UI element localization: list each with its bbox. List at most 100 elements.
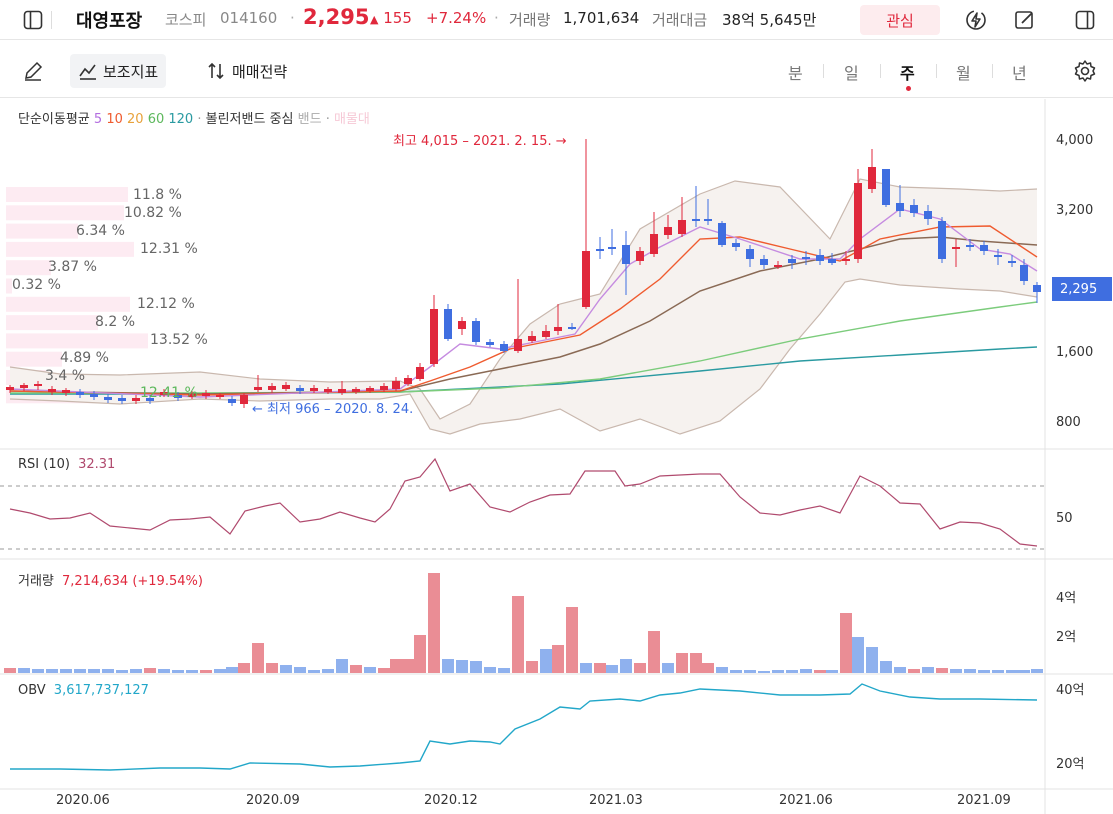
volume-label[interactable]: 거래량	[18, 574, 54, 589]
drawing-tool-button[interactable]	[22, 54, 44, 88]
price-axis-label: 800	[1056, 415, 1081, 430]
volume-profile-label: 12.12 %	[137, 296, 195, 312]
current-price-tag: 2,295	[1052, 277, 1112, 301]
edit-note-icon[interactable]	[1012, 7, 1038, 33]
volume-bar-up	[648, 631, 660, 673]
up-candle	[20, 385, 28, 388]
down-candle	[104, 397, 112, 400]
period-month[interactable]: 월	[956, 64, 971, 83]
settings-gear-icon[interactable]	[1072, 58, 1098, 84]
volume-axis-label: 2억	[1056, 630, 1077, 645]
separator-dot: ·	[494, 9, 499, 27]
volume-bar-up	[566, 607, 578, 673]
volume-profile-label: 12.41 %	[140, 385, 198, 401]
obv-label[interactable]: OBV	[18, 683, 46, 698]
volume-bar-down	[800, 669, 812, 673]
volume-bar-up	[144, 668, 156, 673]
rsi-label[interactable]: RSI (10)	[18, 457, 70, 472]
up-candle	[458, 321, 466, 329]
period-day[interactable]: 일	[844, 64, 859, 83]
period-week[interactable]: 주	[900, 64, 915, 83]
volume-bar-down	[88, 669, 100, 673]
volume-bar-up	[4, 668, 16, 673]
divider	[823, 64, 824, 78]
stock-name[interactable]: 대영포장	[76, 11, 143, 32]
up-candle	[216, 395, 224, 397]
obv-axis-label: 40억	[1056, 683, 1085, 698]
ma5-line	[9, 208, 1038, 398]
volume-bar-up	[350, 665, 362, 673]
volume-bar-down	[18, 668, 30, 673]
market-name: 코스피	[165, 11, 207, 29]
down-candle	[596, 249, 604, 251]
volume-bar-down	[978, 670, 990, 673]
volume-bar-down	[226, 667, 238, 673]
volume-profile-legend[interactable]: 매물대	[333, 112, 370, 127]
up-candle	[240, 395, 248, 404]
volume-bar-down	[716, 667, 728, 673]
volume-bar-up	[526, 661, 538, 673]
up-candle	[854, 183, 862, 259]
volume-bar-down	[74, 669, 86, 673]
sidebar-toggle-icon[interactable]	[20, 7, 46, 33]
volume-bar-up	[676, 653, 688, 673]
period-year[interactable]: 년	[1012, 64, 1027, 83]
up-candle	[542, 331, 550, 337]
volume-bar-down	[730, 670, 742, 673]
stock-chart[interactable]	[0, 99, 1113, 814]
strategy-button[interactable]: 매매전략	[206, 54, 287, 88]
volume-bar-down	[364, 667, 376, 673]
up-candle	[34, 384, 42, 386]
down-candle	[828, 259, 836, 263]
up-candle	[160, 392, 168, 395]
up-candle	[132, 398, 140, 401]
panel-toggle-icon[interactable]	[1072, 7, 1098, 33]
up-candle	[6, 387, 14, 390]
down-candle	[994, 255, 1002, 257]
volume-bar-down	[964, 669, 976, 673]
down-candle	[1020, 265, 1028, 281]
volume-profile-bar	[6, 278, 12, 294]
volume-bar-down	[1031, 669, 1043, 673]
divider	[48, 7, 54, 33]
watchlist-button[interactable]: 관심	[860, 5, 940, 35]
change-amount: 155	[383, 9, 412, 27]
indicators-button[interactable]: 보조지표	[70, 54, 167, 88]
bb-legend-label[interactable]: 볼린저밴드	[205, 112, 266, 127]
down-candle	[732, 243, 740, 247]
volume-bar-down	[46, 669, 58, 673]
up-candle	[352, 389, 360, 392]
volume-profile-label: 4.89 %	[60, 350, 109, 366]
down-candle	[146, 398, 154, 401]
down-candle	[472, 321, 480, 342]
low-annotation: ← 최저 966 – 2020. 8. 24.	[252, 398, 413, 417]
volume-bar-down	[880, 661, 892, 673]
volume-bar-down	[158, 669, 170, 673]
down-candle	[228, 399, 236, 403]
up-candle	[842, 259, 850, 261]
volume-bar-down	[498, 668, 510, 673]
down-candle	[90, 394, 98, 397]
volume-bar-down	[580, 663, 592, 673]
change-value: ▲ 155	[370, 9, 412, 27]
volume-bar-down	[484, 667, 496, 673]
down-candle	[1008, 261, 1016, 263]
volume-bar-down	[214, 669, 226, 673]
up-candle	[254, 387, 262, 390]
down-candle	[802, 257, 810, 259]
bollinger-upper-line	[9, 178, 1038, 420]
up-candle	[310, 388, 318, 391]
down-candle	[938, 221, 946, 259]
ma-legend-label[interactable]: 단순이동평균	[18, 112, 90, 127]
change-percent: +7.24%	[426, 9, 487, 27]
down-candle	[500, 344, 508, 351]
down-candle	[608, 247, 616, 249]
indicators-label: 보조지표	[103, 62, 159, 81]
volume-axis-label: 4억	[1056, 591, 1077, 606]
period-minute[interactable]: 분	[788, 64, 803, 83]
down-candle	[1033, 285, 1041, 292]
obv-line	[10, 683, 1038, 771]
flash-trade-icon[interactable]	[963, 7, 989, 33]
down-candle	[622, 245, 630, 264]
ma5-legend: 5	[93, 112, 103, 127]
